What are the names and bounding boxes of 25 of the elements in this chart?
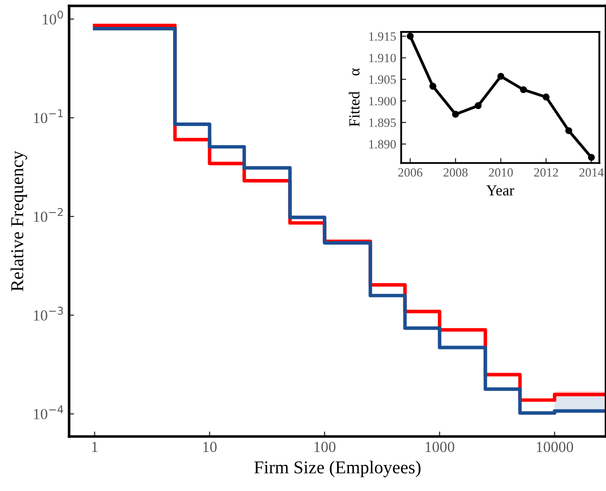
y-tick-label: 10$^{−1}$ xyxy=(34,109,63,124)
y-tick-label: 1.895 xyxy=(369,118,396,127)
y-tick-label: 1.900 xyxy=(369,96,396,106)
x-tick-label: 2014 xyxy=(579,168,604,177)
x-tick-label: 2010 xyxy=(488,168,513,177)
y-axis-title: Fitted α xyxy=(348,68,360,126)
y-tick-label: 1.910 xyxy=(369,54,396,62)
y-tick-label: 1.890 xyxy=(369,140,396,149)
y-tick-label: 1.905 xyxy=(369,75,396,84)
y-tick-label: 10$^{−2}$ xyxy=(34,208,63,222)
x-axis-title: Firm Size (Employees) xyxy=(254,460,420,478)
x-tick-label: 10 xyxy=(203,442,217,452)
y-tick-label: 1.915 xyxy=(369,32,396,41)
y-tick-label: 10$^{−3}$ xyxy=(34,306,63,321)
y-tick-label: 10$^{−4}$ xyxy=(34,405,64,420)
x-tick-label: 1000 xyxy=(426,442,454,452)
x-tick-label: 2008 xyxy=(444,168,468,177)
x-tick-label: 100 xyxy=(314,442,336,452)
x-tick-label: 2012 xyxy=(534,168,558,177)
x-tick-label: 10000 xyxy=(536,442,574,452)
y-axis-title: Relative Frequency xyxy=(10,150,28,292)
x-tick-label: 2006 xyxy=(398,168,422,177)
y-tick-label: 10$^{0}$ xyxy=(42,10,63,25)
x-tick-label: 1 xyxy=(92,442,98,452)
x-axis-title: Year xyxy=(486,185,514,196)
